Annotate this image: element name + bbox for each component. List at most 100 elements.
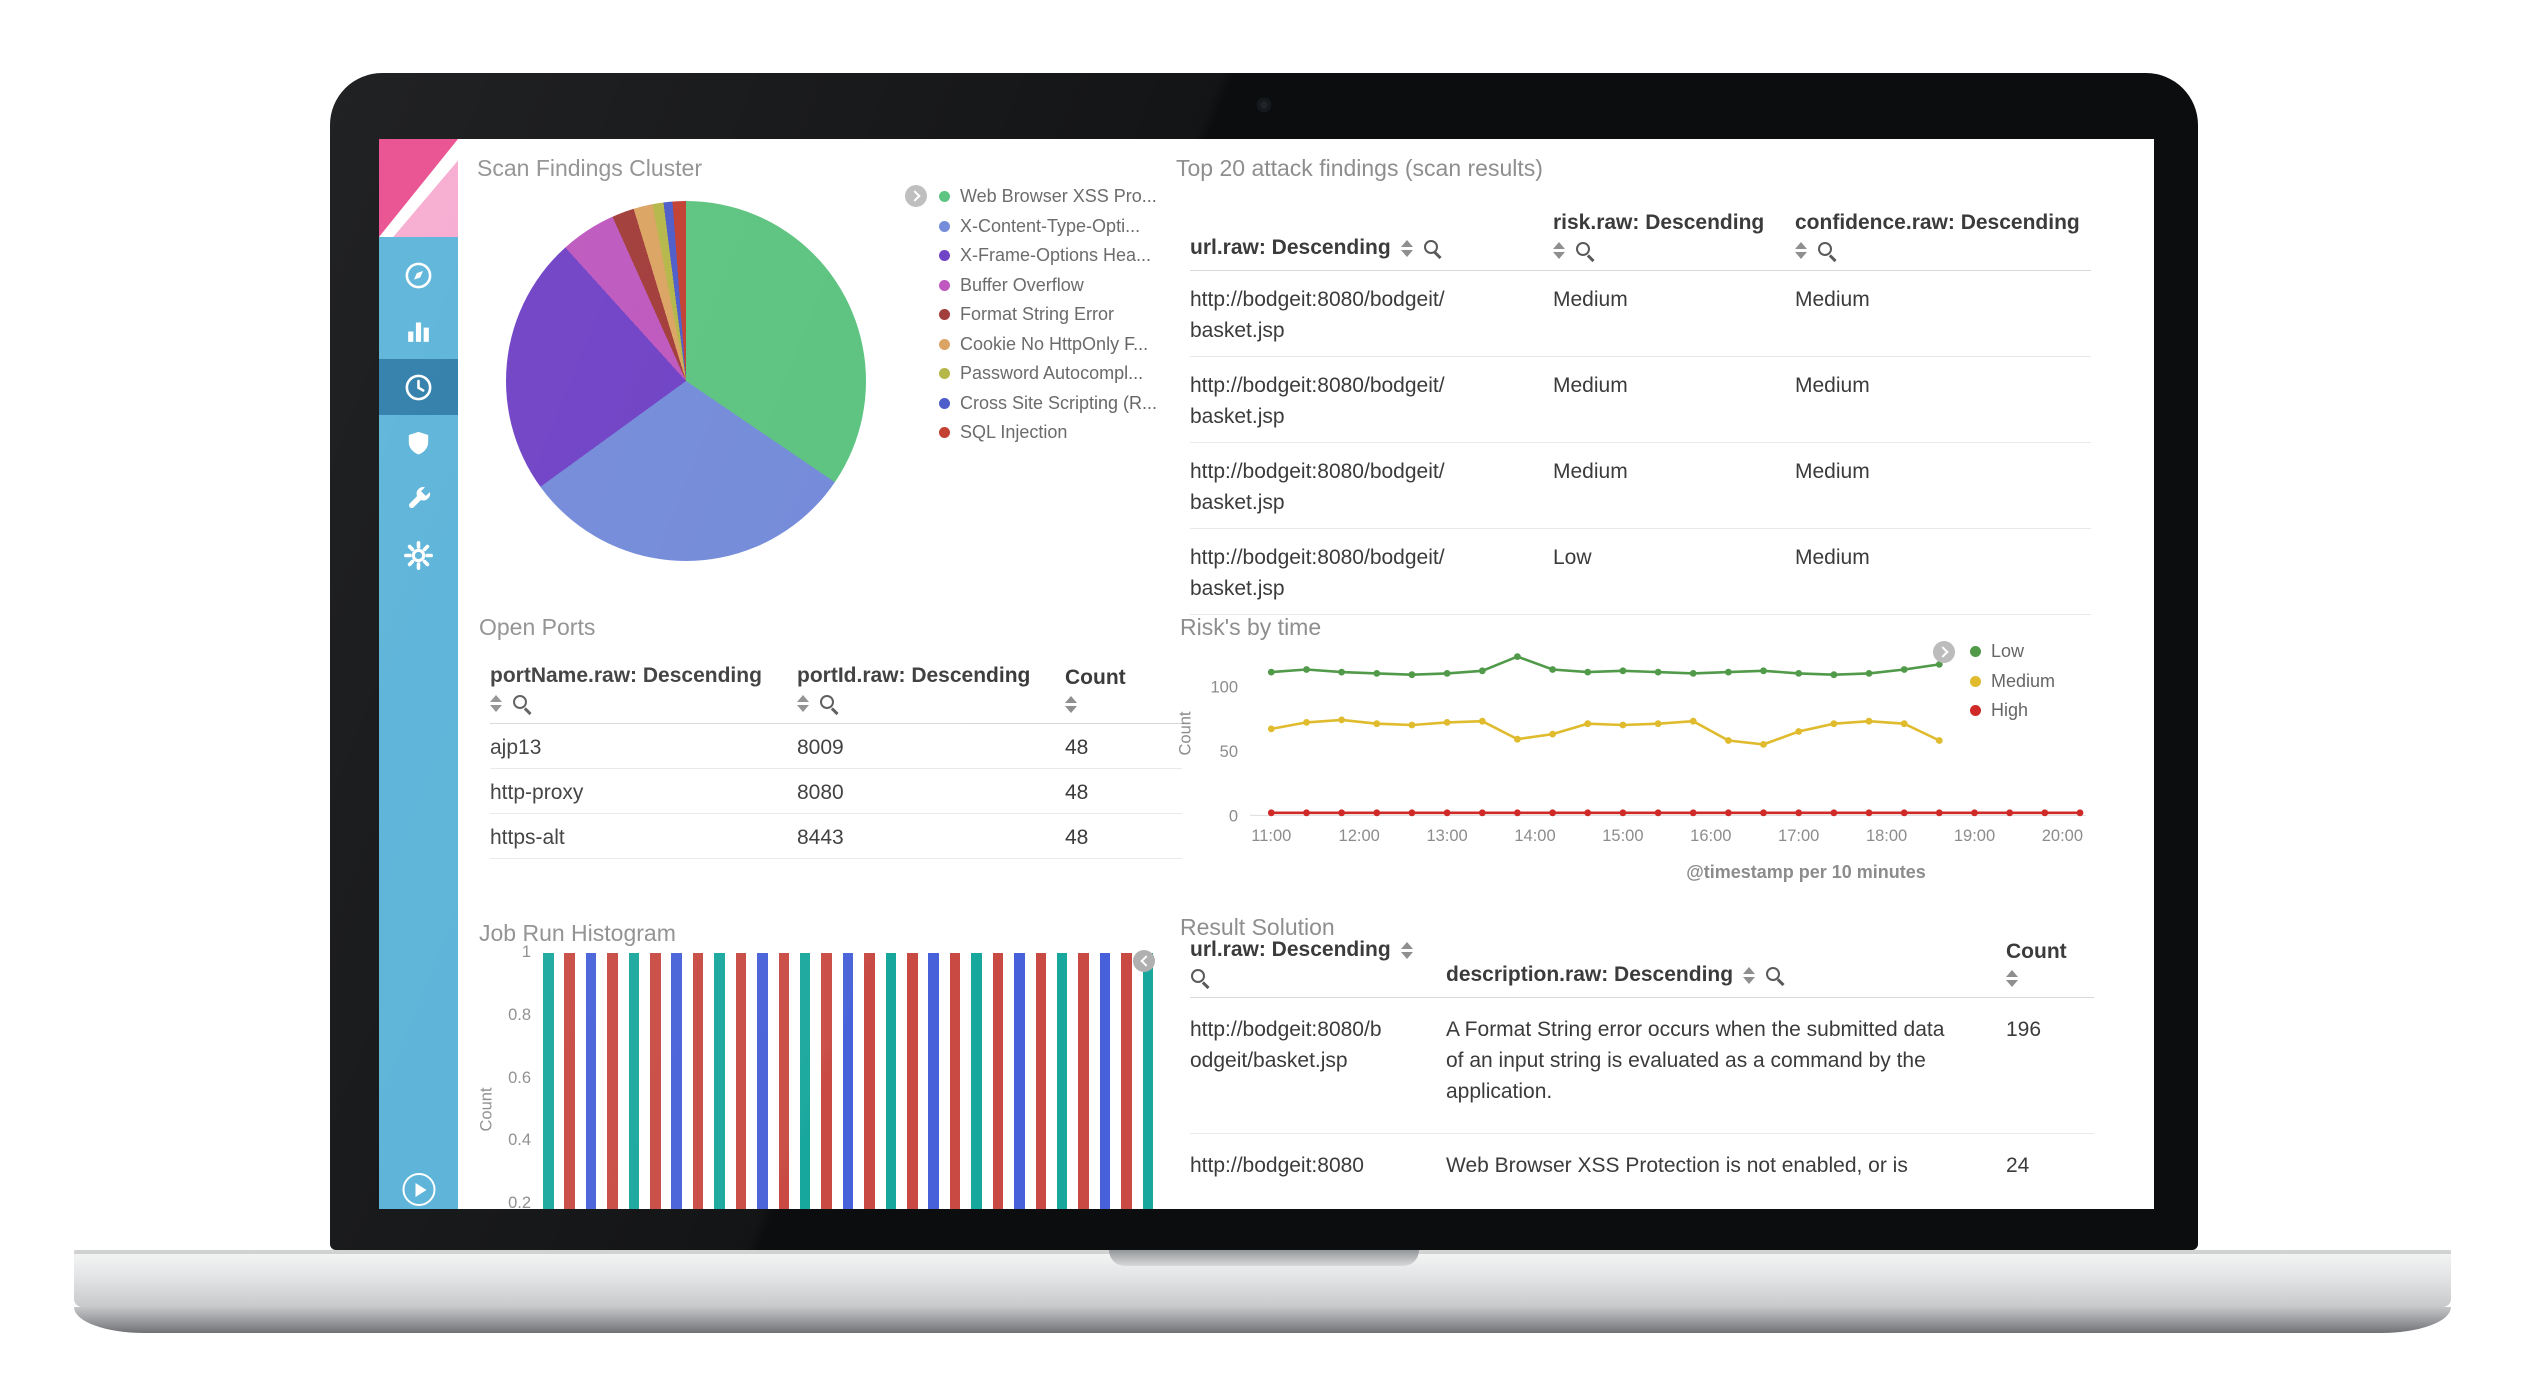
panel-collapse-button[interactable]: [1133, 950, 1155, 972]
search-icon[interactable]: [819, 694, 838, 713]
legend-item[interactable]: Low: [1970, 637, 2055, 667]
histogram-bar[interactable]: [1099, 952, 1111, 1209]
sort-down-arrow: [1400, 249, 1413, 257]
legend-item[interactable]: Buffer Overflow: [939, 271, 1157, 301]
column-label: risk.raw: Descending: [1553, 211, 1765, 234]
panel-title: Risk's by time: [1180, 614, 1322, 640]
column-header[interactable]: portName.raw: Descending: [490, 658, 797, 723]
panel-top20-attack-findings: Top 20 attack findings (scan results) ur…: [1176, 147, 2092, 615]
column-header[interactable]: Count: [1065, 660, 1182, 723]
legend-collapse-button[interactable]: [905, 185, 927, 207]
search-icon[interactable]: [1190, 968, 1209, 987]
column-header[interactable]: portId.raw: Descending: [797, 658, 1065, 723]
histogram-bar[interactable]: [928, 952, 939, 1209]
column-header[interactable]: url.raw: Descending: [1190, 932, 1446, 997]
histogram-bar[interactable]: [1014, 952, 1025, 1209]
column-header[interactable]: description.raw: Descending: [1446, 957, 2006, 997]
search-icon[interactable]: [1575, 241, 1594, 260]
histogram-bar[interactable]: [778, 952, 790, 1209]
gear-icon: [403, 540, 434, 571]
sort-icon[interactable]: [1400, 239, 1413, 257]
sidebar-item-wrench[interactable]: [379, 471, 458, 527]
y-tick-label: 1: [521, 942, 531, 961]
legend-item[interactable]: Cross Site Scripting (R...: [939, 389, 1157, 419]
histogram-bar[interactable]: [1121, 952, 1132, 1209]
histogram-bar[interactable]: [885, 952, 897, 1209]
histogram-bar[interactable]: [671, 952, 682, 1209]
table-cell: Medium: [1795, 443, 2092, 528]
cell-text: Medium: [1795, 374, 1870, 397]
search-icon[interactable]: [1423, 239, 1442, 258]
legend-collapse-button[interactable]: [1933, 641, 1955, 663]
sort-icon[interactable]: [1065, 696, 1077, 713]
sort-icon[interactable]: [490, 695, 502, 712]
histogram-bar[interactable]: [992, 952, 1004, 1209]
legend-item[interactable]: X-Frame-Options Hea...: [939, 241, 1157, 271]
sort-down-arrow: [1065, 706, 1077, 713]
sort-icon[interactable]: [1795, 242, 1807, 259]
histogram-bar[interactable]: [735, 952, 747, 1209]
sidebar-item-compass[interactable]: [379, 247, 458, 303]
pie-chart[interactable]: [506, 201, 866, 561]
histogram-bar[interactable]: [714, 952, 725, 1209]
legend-item[interactable]: SQL Injection: [939, 418, 1157, 448]
search-icon[interactable]: [512, 694, 531, 713]
histogram-bar[interactable]: [757, 952, 768, 1209]
sidebar-collapse-button[interactable]: [402, 1173, 435, 1206]
histogram-bar[interactable]: [1035, 952, 1047, 1209]
sidebar-item-bar-chart[interactable]: [379, 303, 458, 359]
column-header[interactable]: Count: [2006, 934, 2094, 997]
legend-item[interactable]: Web Browser XSS Pro...: [939, 182, 1157, 212]
dashboard-main: Scan Findings Cluster Web Browser XSS Pr…: [458, 139, 2154, 1209]
histogram-bar[interactable]: [842, 952, 854, 1209]
sidebar-item-gear[interactable]: [379, 527, 458, 583]
sidebar-item-clock[interactable]: [379, 359, 458, 415]
histogram-bar[interactable]: [1078, 952, 1089, 1209]
search-icon[interactable]: [1765, 966, 1784, 985]
histogram-bar[interactable]: [607, 952, 618, 1209]
histogram-bar[interactable]: [821, 952, 832, 1209]
y-tick-label: 0.8: [508, 1005, 531, 1024]
sort-icon[interactable]: [797, 695, 809, 712]
column-header[interactable]: confidence.raw: Descending: [1795, 205, 2092, 270]
kibana-logo[interactable]: [379, 139, 458, 237]
table-cell: Low: [1553, 529, 1795, 614]
histogram-bar[interactable]: [907, 952, 918, 1209]
histogram-bar[interactable]: [799, 952, 811, 1209]
legend-item[interactable]: High: [1970, 696, 2055, 726]
histogram-bar[interactable]: [864, 952, 875, 1209]
legend-item[interactable]: Cookie No HttpOnly F...: [939, 330, 1157, 360]
histogram-bar[interactable]: [650, 952, 661, 1209]
cell-text: Medium: [1553, 460, 1628, 483]
column-header[interactable]: url.raw: Descending: [1190, 230, 1553, 270]
histogram-bar[interactable]: [971, 952, 982, 1209]
sort-icon[interactable]: [1743, 966, 1756, 984]
histogram-bar[interactable]: [692, 952, 704, 1209]
histogram-bar[interactable]: [543, 952, 554, 1209]
sort-icon[interactable]: [2006, 970, 2018, 987]
column-label: url.raw: Descending: [1190, 938, 1391, 961]
histogram-bar[interactable]: [564, 952, 575, 1209]
histogram-bar[interactable]: [628, 952, 640, 1209]
svg-text:14:00: 14:00: [1514, 827, 1555, 845]
legend-item[interactable]: X-Content-Type-Opti...: [939, 212, 1157, 242]
table-row: http://bodgeit:8080/bodgeit/basket.jsp A …: [1190, 998, 2094, 1134]
sidebar-item-shield[interactable]: [379, 415, 458, 471]
column-header[interactable]: risk.raw: Descending: [1553, 205, 1795, 270]
legend-color-dot: [939, 338, 950, 350]
search-icon[interactable]: [1817, 241, 1836, 260]
sort-icon[interactable]: [1400, 941, 1413, 959]
play-icon: [415, 1182, 426, 1197]
sort-icon[interactable]: [1553, 242, 1565, 259]
legend-item[interactable]: Medium: [1970, 667, 2055, 697]
legend-item[interactable]: Password Autocompl...: [939, 359, 1157, 389]
dashboard-screen: Scan Findings Cluster Web Browser XSS Pr…: [379, 139, 2154, 1209]
histogram-bar[interactable]: [1142, 952, 1154, 1209]
panel-title: Job Run Histogram: [479, 920, 676, 946]
risks-line-chart[interactable]: 0 50 100 11:00 12:00 13:00 14:00 15:00 16:00 17:0…: [1176, 606, 2094, 906]
legend-color-dot: [939, 279, 950, 291]
histogram-bar[interactable]: [949, 952, 961, 1209]
histogram-bar[interactable]: [585, 952, 597, 1209]
histogram-bar[interactable]: [1056, 952, 1068, 1209]
legend-item[interactable]: Format String Error: [939, 300, 1157, 330]
